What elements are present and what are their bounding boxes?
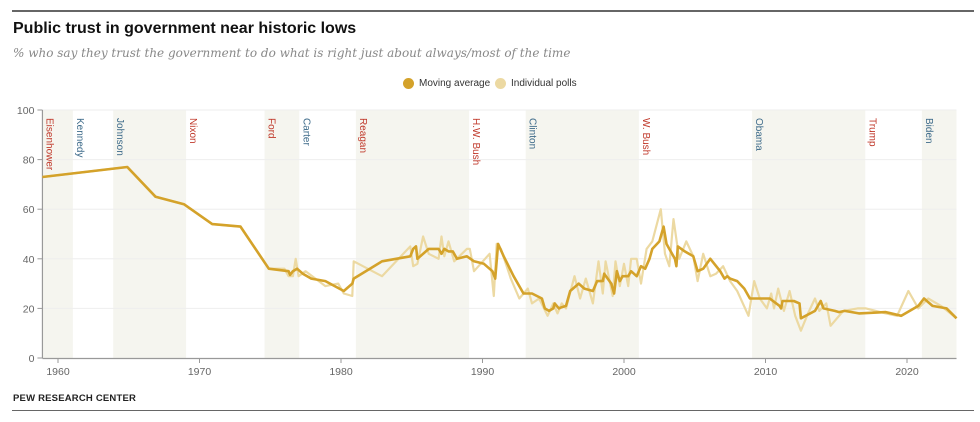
legend-label: Moving average (419, 78, 491, 89)
x-tick-label: 2010 (754, 366, 778, 378)
y-tick-label: 100 (17, 105, 35, 117)
president-label-hwbush: H.W. Bush (470, 118, 481, 165)
president-label-wbush: W. Bush (640, 118, 651, 155)
legend-individual-polls: Individual polls (495, 78, 577, 89)
term-band-reagan (355, 110, 470, 358)
term-band-eisenhower (42, 110, 73, 358)
president-label-trump: Trump (866, 118, 877, 147)
president-label-biden: Biden (923, 118, 934, 144)
term-band-ford (264, 110, 300, 358)
individual-polls-line (42, 165, 958, 332)
president-label-reagan: Reagan (357, 118, 368, 153)
term-band-biden (921, 110, 957, 358)
y-tick-label: 20 (23, 303, 35, 315)
y-tick-label: 40 (23, 254, 35, 266)
president-label-nixon: Nixon (187, 118, 198, 144)
term-band-clinton (525, 110, 639, 358)
moving-average-line (42, 165, 958, 320)
legend-label: Individual polls (511, 78, 577, 89)
president-label-carter: Carter (300, 118, 311, 146)
moving-average-swatch (403, 78, 414, 89)
x-tick-label: 1990 (471, 366, 495, 378)
x-tick-label: 1980 (329, 366, 353, 378)
y-tick-label: 80 (23, 155, 35, 167)
president-label-eisenhower: Eisenhower (43, 118, 54, 171)
president-label-johnson: Johnson (114, 118, 125, 156)
x-tick-label: 1970 (188, 366, 212, 378)
legend-moving-average: Moving average (403, 78, 490, 89)
president-label-kennedy: Kennedy (74, 118, 85, 157)
term-band-johnson (113, 110, 187, 358)
x-tick-label: 2000 (612, 366, 636, 378)
bottom-rule (12, 410, 974, 411)
source-label: PEW RESEARCH CENTER (13, 393, 137, 404)
president-label-obama: Obama (753, 118, 764, 151)
top-rule (12, 10, 974, 12)
y-tick-label: 0 (29, 353, 35, 365)
y-tick-label: 60 (23, 204, 35, 216)
x-tick-label: 1960 (46, 366, 70, 378)
x-tick-label: 2020 (895, 366, 919, 378)
chart-title: Public trust in government near historic… (13, 20, 357, 37)
president-label-ford: Ford (266, 118, 277, 139)
individual-polls-swatch (495, 78, 506, 89)
chart-subtitle: % who say they trust the government to d… (13, 46, 571, 60)
term-band-obama (752, 110, 866, 358)
president-label-clinton: Clinton (527, 118, 538, 149)
